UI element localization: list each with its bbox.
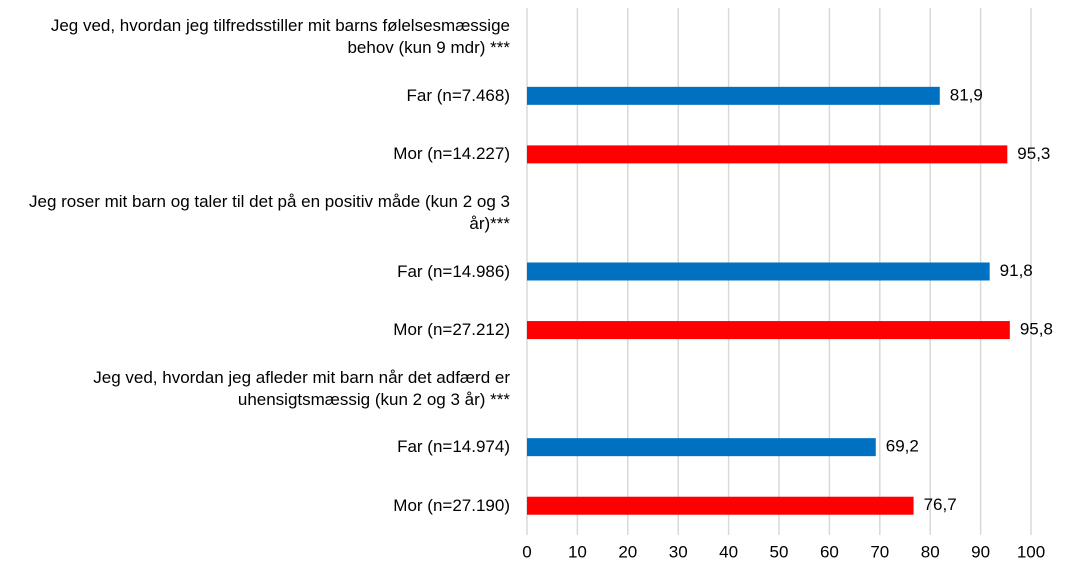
data-label: 95,8 bbox=[1020, 320, 1053, 339]
y-tick-label: Far (n=14.986) bbox=[397, 261, 510, 281]
data-label: 91,8 bbox=[1000, 261, 1033, 280]
y-tick-label: Jeg ved, hvordan jeg afleder mit barn nå… bbox=[93, 367, 510, 409]
x-tick-label: 50 bbox=[770, 542, 789, 561]
x-tick-label: 100 bbox=[1017, 542, 1045, 561]
data-label: 76,7 bbox=[924, 495, 957, 514]
bar bbox=[527, 321, 1010, 340]
data-label: 81,9 bbox=[950, 85, 983, 104]
bar bbox=[527, 86, 940, 105]
x-tick-label: 90 bbox=[971, 542, 990, 561]
y-tick-label: Mor (n=27.212) bbox=[393, 320, 510, 340]
bar bbox=[527, 438, 876, 457]
x-tick-label: 10 bbox=[568, 542, 587, 561]
bar bbox=[527, 145, 1008, 164]
y-tick-label: Mor (n=14.227) bbox=[393, 144, 510, 164]
x-tick-label: 70 bbox=[870, 542, 889, 561]
y-tick-label: Jeg roser mit barn og taler til det på e… bbox=[29, 191, 510, 233]
bar bbox=[527, 262, 990, 281]
y-tick-label: Far (n=14.974) bbox=[397, 437, 510, 457]
x-tick-label: 0 bbox=[522, 542, 531, 561]
y-tick-label: Jeg ved, hvordan jeg tilfredsstiller mit… bbox=[50, 16, 510, 58]
x-tick-label: 80 bbox=[921, 542, 940, 561]
x-tick-label: 30 bbox=[669, 542, 688, 561]
y-tick-label: Mor (n=27.190) bbox=[393, 495, 510, 515]
bar bbox=[527, 496, 914, 515]
y-tick-label: Far (n=7.468) bbox=[406, 85, 510, 105]
x-tick-label: 40 bbox=[719, 542, 738, 561]
data-label: 69,2 bbox=[886, 437, 919, 456]
data-label: 95,3 bbox=[1017, 144, 1050, 163]
x-tick-label: 60 bbox=[820, 542, 839, 561]
x-tick-label: 20 bbox=[618, 542, 637, 561]
